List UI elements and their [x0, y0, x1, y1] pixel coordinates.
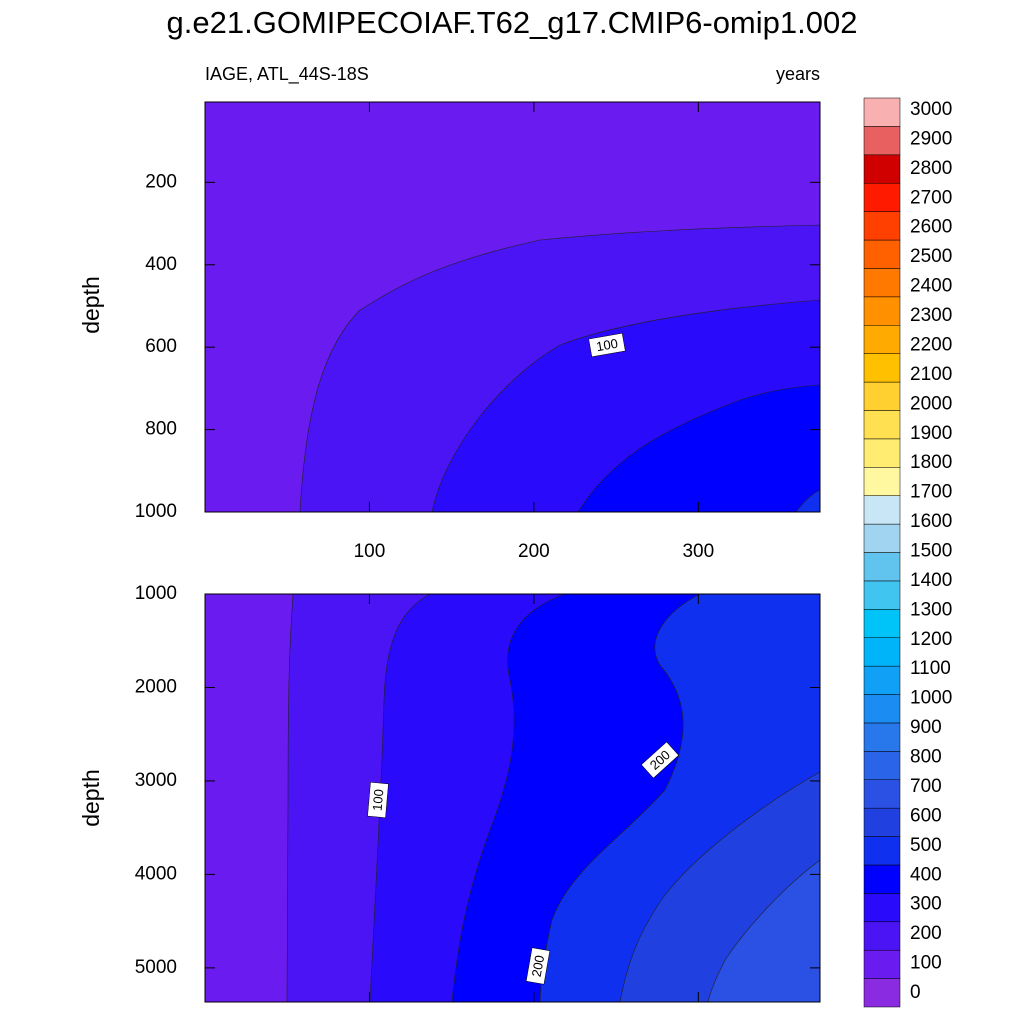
colorbar-box [863, 325, 901, 354]
colorbar-box [863, 836, 901, 866]
colorbar-box [863, 580, 901, 610]
colorbar-label: 2100 [910, 364, 952, 385]
contour-label-box [640, 741, 680, 779]
contour-label-box [525, 947, 551, 985]
colorbar-box [863, 211, 901, 241]
colorbar-box [863, 893, 901, 923]
x-tick-label: 300 [682, 541, 714, 562]
colorbar-box [863, 637, 901, 667]
colorbar-box [863, 239, 901, 269]
contour-label-box [588, 332, 626, 358]
colorbar-box [863, 182, 901, 212]
colorbar-box [863, 353, 901, 383]
colorbar-box [863, 949, 901, 979]
colorbar-label: 1400 [910, 570, 952, 591]
x-tick-label: 100 [354, 541, 386, 562]
colorbar-label: 800 [910, 747, 942, 768]
colorbar-label: 1900 [910, 423, 952, 444]
colorbar-box [863, 268, 901, 298]
colorbar-box [863, 410, 901, 440]
colorbar-label: 2500 [910, 246, 952, 267]
y-tick-label: 5000 [135, 957, 177, 978]
colorbar-box [863, 523, 901, 553]
y-tick-label: 3000 [135, 770, 177, 791]
colorbar-label: 1100 [910, 658, 951, 679]
colorbar-box [863, 751, 901, 780]
plot-frame [204, 593, 821, 1003]
colorbar-box [863, 495, 901, 525]
contour-region [707, 859, 821, 1003]
colorbar-label: 1700 [910, 482, 952, 503]
colorbar-box [863, 807, 901, 837]
subtitle-left: IAGE, ATL_44S-18S [205, 64, 369, 85]
plot-frame [204, 101, 821, 513]
contour-label-box [367, 782, 389, 818]
colorbar-box [863, 921, 901, 951]
colorbar-label: 1500 [910, 541, 952, 562]
colorbar-label: 2400 [910, 276, 952, 297]
subtitle-right: years [776, 64, 820, 84]
colorbar-label: 200 [910, 923, 942, 944]
colorbar-box [863, 154, 901, 184]
contour-label: 200 [525, 947, 551, 985]
y-tick-label: 200 [145, 171, 177, 192]
colorbar-box [863, 126, 901, 156]
colorbar-box [863, 779, 901, 809]
chart-title: g.e21.GOMIPECOIAF.T62_g17.CMIP6-omip1.00… [167, 5, 858, 40]
colorbar-box [863, 722, 901, 752]
colorbar-label: 100 [910, 953, 942, 974]
y-tick-label: 2000 [135, 676, 177, 697]
y-tick-label: 1000 [135, 583, 177, 604]
colorbar-label: 1800 [910, 452, 952, 473]
colorbar-box [863, 609, 901, 638]
y-tick-label: 400 [145, 254, 177, 275]
y-tick-label: 1000 [135, 501, 177, 522]
colorbar-label: 400 [910, 864, 942, 885]
colorbar-box [863, 694, 901, 724]
colorbar-label: 700 [910, 776, 942, 797]
colorbar-label: 500 [910, 835, 942, 856]
contour-label: 100 [588, 332, 626, 358]
colorbar-label: 2300 [910, 305, 952, 326]
contour-region [577, 384, 821, 513]
contour-label-text: 100 [370, 789, 387, 812]
top-panel-fill [204, 101, 821, 513]
bottom-panel-fill [204, 593, 821, 1003]
colorbar-label: 1200 [910, 629, 952, 650]
colorbar-label: 1300 [910, 599, 952, 620]
colorbar-box [863, 665, 901, 695]
colorbar-label: 3000 [910, 99, 952, 120]
y-tick-label: 600 [145, 336, 177, 357]
colorbar-label: 2800 [910, 158, 952, 179]
contour-label-text: 100 [595, 336, 619, 355]
colorbar-box [863, 438, 901, 468]
colorbar-label: 2600 [910, 217, 952, 238]
colorbar-box [863, 296, 901, 326]
colorbar-box [863, 552, 901, 582]
colorbar-box [863, 978, 901, 1008]
y-axis-label: depth [78, 276, 104, 334]
colorbar-label: 600 [910, 805, 942, 826]
colorbar-label: 2000 [910, 393, 952, 414]
contour-label-text: 200 [529, 954, 548, 978]
colorbar-label: 900 [910, 717, 942, 738]
colorbar-box [863, 381, 901, 411]
colorbar-label: 1000 [910, 688, 952, 709]
y-tick-label: 800 [145, 419, 177, 440]
colorbar-box [863, 97, 901, 127]
colorbar-label: 0 [910, 982, 921, 1003]
colorbar-box [863, 467, 901, 496]
colorbar-label: 2700 [910, 187, 952, 208]
colorbar-label: 300 [910, 894, 942, 915]
x-tick-label: 200 [518, 541, 550, 562]
y-tick-label: 4000 [135, 863, 177, 884]
colorbar-label: 2900 [910, 128, 952, 149]
y-axis-label: depth [78, 769, 104, 827]
colorbar-box [863, 864, 901, 894]
colorbar-label: 1600 [910, 511, 952, 532]
contour-label: 100 [367, 782, 389, 818]
colorbar-label: 2200 [910, 334, 952, 355]
